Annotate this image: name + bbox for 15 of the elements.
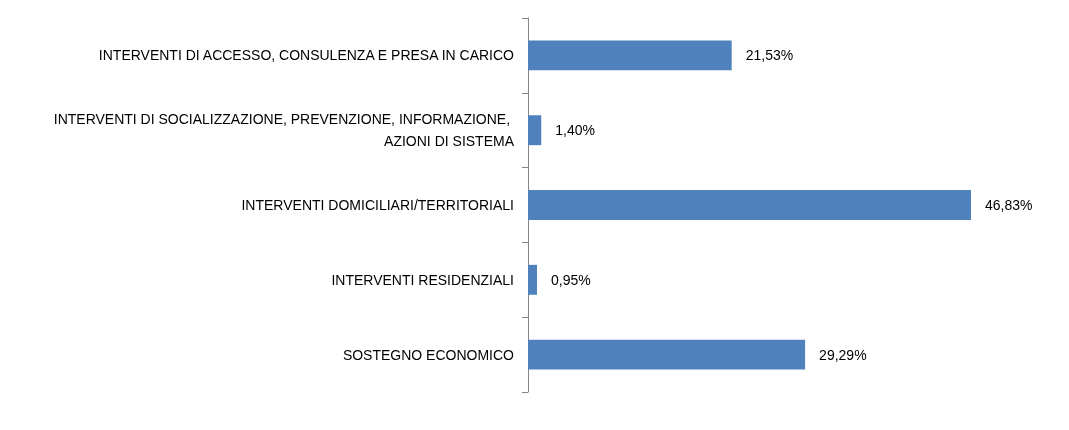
- bar: [528, 40, 732, 71]
- y-tick-label: SOSTEGNO ECONOMICO: [342, 346, 515, 363]
- data-label: 0,95%: [550, 271, 591, 288]
- bar: [528, 339, 806, 370]
- y-tick-label: INTERVENTI RESIDENZIALI: [331, 271, 514, 288]
- data-label: 29,29%: [819, 346, 867, 363]
- bar: [528, 115, 542, 146]
- y-tick-label: INTERVENTI DI SOCIALIZZAZIONE, PREVENZIONE, INFORMAZIONE, AZIONI DI SISTEMA: [53, 111, 515, 150]
- y-tick-label: INTERVENTI DI ACCESSO, CONSULENZA E PRESA IN CARICO: [98, 47, 515, 64]
- data-label: 1,40%: [555, 122, 595, 139]
- y-tick-label: INTERVENTI DOMICILIARI/TERRITORIALI: [241, 197, 514, 213]
- bar: [528, 190, 972, 220]
- data-label: 21,53%: [745, 47, 794, 64]
- bar: [528, 264, 537, 295]
- data-label: 46,83%: [985, 197, 1033, 213]
